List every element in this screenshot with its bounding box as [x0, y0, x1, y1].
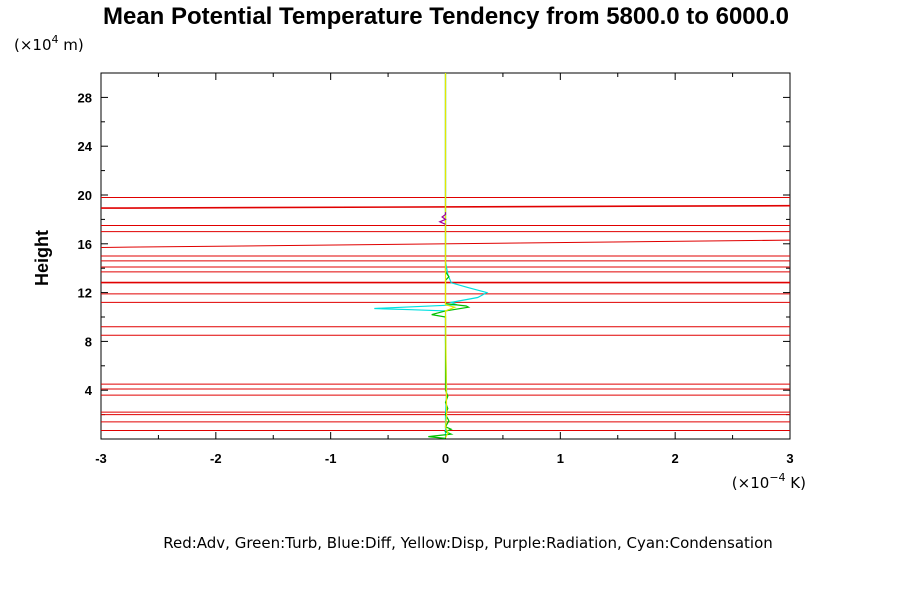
y-axis-ticks: 4 8 12 16 20 24 28	[78, 90, 790, 416]
y-tick-label: 28	[78, 90, 92, 105]
x-tick-label: 3	[786, 451, 793, 466]
x-axis-ticks: -3 -2 -1 0 1 2 3	[95, 73, 794, 466]
x-tick-label: -3	[95, 451, 107, 466]
x-tick-label: -2	[210, 451, 222, 466]
x-tick-label: -1	[325, 451, 337, 466]
y-tick-label: 20	[78, 188, 92, 203]
y-tick-label: 12	[78, 286, 92, 301]
y-tick-label: 4	[85, 383, 93, 398]
series-condensation-line	[374, 73, 489, 437]
x-tick-label: 0	[442, 451, 449, 466]
x-tick-label: 1	[557, 451, 564, 466]
y-tick-label: 24	[78, 139, 93, 154]
series-lines	[374, 73, 489, 439]
chart-title: Mean Potential Temperature Tendency from…	[103, 3, 789, 30]
y-tick-label: 8	[85, 334, 92, 349]
y-unit-label: (×104 m)	[14, 33, 84, 54]
series-radiation-line	[438, 212, 447, 225]
series-disp-line	[444, 73, 457, 439]
y-tick-label: 16	[78, 237, 92, 252]
x-unit-label: (×10−4 K)	[732, 471, 806, 492]
legend-text: Red:Adv, Green:Turb, Blue:Diff, Yellow:D…	[163, 534, 773, 552]
y-axis-label: Height	[32, 230, 52, 286]
x-tick-label: 2	[672, 451, 679, 466]
